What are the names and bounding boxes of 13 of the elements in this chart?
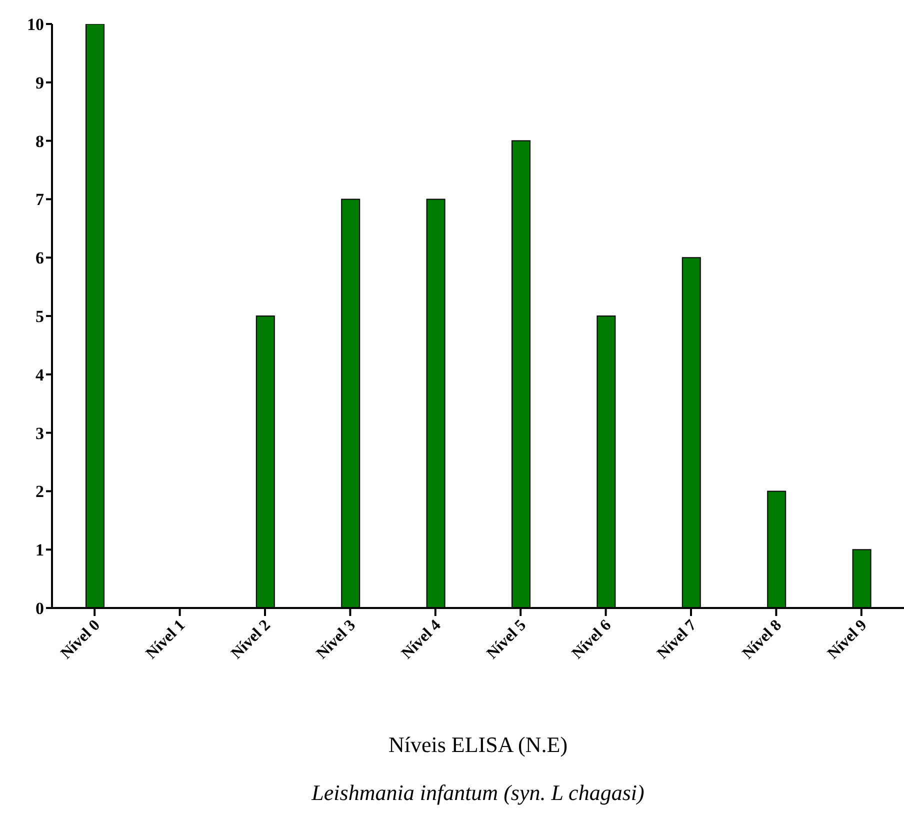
y-tick-label: 4 (36, 365, 44, 384)
y-tick-label: 8 (36, 132, 44, 151)
y-tick-label: 1 (36, 540, 44, 560)
y-tick-label: 2 (36, 482, 44, 502)
y-tick-label: 10 (27, 15, 44, 34)
x-axis-title: Níveis ELISA (N.E) (387, 732, 569, 758)
text: Leishmania infantum (syn. L chagasi) (310, 780, 646, 806)
y-tick-label: 5 (36, 307, 44, 326)
y-tick-label: 3 (36, 424, 44, 443)
y-tick-label: 0 (36, 599, 44, 618)
y-tick-label: 6 (36, 248, 44, 268)
y-tick-label: 7 (36, 190, 44, 210)
y-tick-label: 9 (36, 73, 44, 92)
